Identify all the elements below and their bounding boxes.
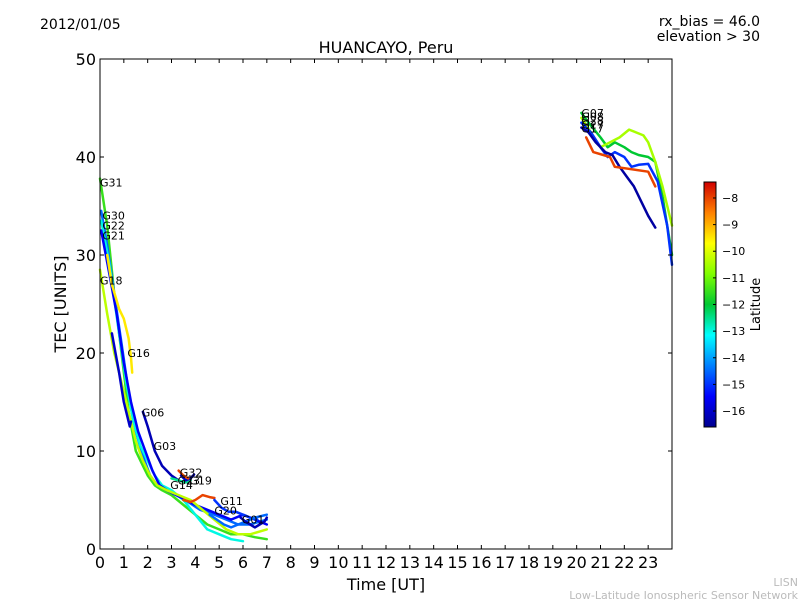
x-tick-label: 22 [614, 553, 634, 572]
series-line-g20 [208, 513, 269, 529]
elevation-label: elevation > 30 [656, 29, 760, 45]
x-tick-label: 4 [190, 553, 200, 572]
colorbar-tick-label: −10 [722, 245, 745, 258]
series-label-g23: G23 [178, 474, 201, 487]
series-line-g07 [584, 136, 657, 188]
x-tick-label: 13 [400, 553, 420, 572]
series-label-g03: G03 [154, 440, 177, 453]
x-tick-label: 16 [471, 553, 491, 572]
x-tick-label: 9 [309, 553, 319, 572]
colorbar-tick-label: −16 [722, 405, 745, 418]
y-tick-label: 10 [76, 442, 96, 461]
series-line-g06 [110, 332, 133, 428]
rx-bias-label: rx_bias = 46.0 [658, 14, 760, 30]
x-tick-label: 2 [143, 553, 153, 572]
series-label-g18: G18 [100, 274, 123, 287]
series-line-g17 [580, 126, 657, 229]
x-tick-label: 14 [423, 553, 443, 572]
series-label-g19: G19 [189, 474, 212, 487]
series-label-g16: G16 [127, 347, 150, 360]
series-label-g21: G21 [102, 229, 125, 242]
x-tick-label: 23 [638, 553, 658, 572]
x-tick-label: 18 [519, 553, 539, 572]
x-tick-label: 8 [286, 553, 296, 572]
y-axis-label: TEC [UNITS] [51, 256, 70, 354]
colorbar-tick-label: −12 [722, 299, 745, 312]
colorbar-tick-label: −14 [722, 352, 745, 365]
x-axis-label: Time [UT] [346, 575, 425, 594]
y-tick-label: 20 [76, 344, 96, 363]
series-label-g06: G06 [142, 407, 165, 420]
series-label-g08: G08 [581, 111, 604, 124]
series-label-g27: G27 [581, 119, 604, 132]
x-tick-label: 20 [566, 553, 586, 572]
series-line-g08 [580, 111, 674, 257]
series-label-g11: G11 [220, 495, 243, 508]
series-label-g22: G22 [102, 220, 125, 233]
colorbar-tick-label: −11 [722, 272, 745, 285]
x-tick-label: 10 [328, 553, 348, 572]
footer-lisn: LISN [773, 576, 798, 589]
series-line-g32 [170, 477, 192, 484]
series-line-g11 [213, 498, 259, 521]
series-label-g14: G14 [170, 479, 193, 492]
colorbar-tick-label: −9 [722, 219, 738, 232]
footer-network: Low-Latitude Ionospheric Sensor Network [569, 589, 798, 600]
colorbar-tick-label: −13 [722, 325, 745, 338]
x-tick-label: 19 [543, 553, 563, 572]
x-tick-label: 12 [376, 553, 396, 572]
series-label-g32: G32 [180, 467, 203, 480]
y-tick-label: 40 [76, 148, 96, 167]
x-tick-label: 1 [119, 553, 129, 572]
y-tick-label: 0 [86, 540, 96, 559]
series-label-g28: G28 [581, 115, 604, 128]
series-label-g31: G31 [100, 176, 123, 189]
date-label: 2012/01/05 [40, 17, 121, 33]
series-label-g30: G30 [102, 210, 125, 223]
series-label-g20: G20 [214, 505, 237, 518]
series-label-g07: G07 [581, 107, 604, 120]
y-tick-label: 50 [76, 50, 96, 69]
colorbar-tick-label: −15 [722, 378, 745, 391]
x-tick-label: 3 [166, 553, 176, 572]
series-line-g03 [141, 410, 180, 482]
x-tick-label: 7 [262, 553, 272, 572]
y-tick-label: 30 [76, 246, 96, 265]
x-tick-label: 11 [352, 553, 372, 572]
x-tick-label: 15 [447, 553, 467, 572]
x-tick-label: 21 [590, 553, 610, 572]
x-tick-label: 6 [238, 553, 248, 572]
series-line-g16 [105, 253, 134, 374]
x-tick-label: 0 [95, 553, 105, 572]
series-line-g14 [182, 493, 216, 504]
series-label-g17: G17 [581, 123, 604, 136]
series-label-g01: G01 [242, 514, 265, 527]
series-line-g23 [177, 469, 190, 480]
chart-title: HUANCAYO, Peru [318, 38, 454, 57]
x-tick-label: 17 [495, 553, 515, 572]
x-tick-label: 5 [214, 553, 224, 572]
colorbar-tick-label: −8 [722, 192, 738, 205]
series-line-g01 [239, 516, 269, 529]
colorbar-label: Latitude [749, 278, 764, 332]
series-line-g27 [580, 121, 674, 267]
